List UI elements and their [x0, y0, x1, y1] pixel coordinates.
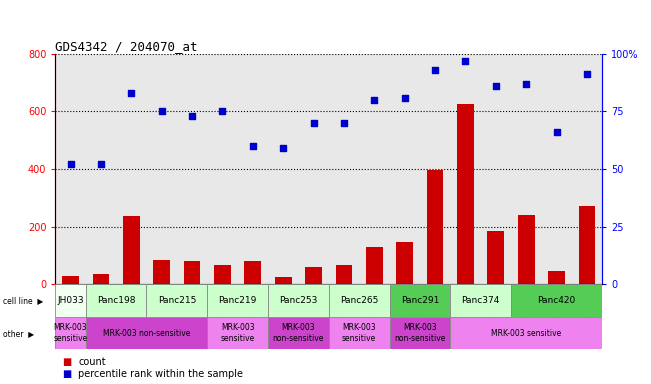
- Point: [521, 81, 531, 87]
- Bar: [548, 271, 565, 284]
- Bar: [55, 317, 86, 349]
- Bar: [457, 104, 474, 284]
- Bar: [450, 317, 602, 349]
- Bar: [146, 284, 207, 317]
- Bar: [184, 261, 201, 284]
- Bar: [329, 317, 389, 349]
- Point: [309, 120, 319, 126]
- Point: [400, 94, 410, 101]
- Point: [430, 67, 440, 73]
- Bar: [55, 284, 86, 317]
- Text: count: count: [78, 356, 105, 367]
- Bar: [214, 265, 230, 284]
- Text: MRK-003 non-sensitive: MRK-003 non-sensitive: [103, 329, 190, 338]
- Bar: [275, 277, 292, 284]
- Bar: [86, 317, 207, 349]
- Text: Panc265: Panc265: [340, 296, 378, 305]
- Bar: [268, 284, 329, 317]
- Text: ■: ■: [62, 356, 71, 367]
- Text: GDS4342 / 204070_at: GDS4342 / 204070_at: [55, 40, 198, 53]
- Bar: [268, 317, 329, 349]
- Point: [187, 113, 197, 119]
- Bar: [396, 242, 413, 284]
- Point: [491, 83, 501, 89]
- Text: MRK-003
sensitive: MRK-003 sensitive: [221, 323, 255, 343]
- Bar: [366, 247, 383, 284]
- Point: [96, 161, 106, 167]
- Text: Panc291: Panc291: [401, 296, 439, 305]
- Bar: [450, 284, 511, 317]
- Bar: [86, 284, 146, 317]
- Text: MRK-003
sensitive: MRK-003 sensitive: [342, 323, 376, 343]
- Point: [339, 120, 349, 126]
- Text: MRK-003
non-sensitive: MRK-003 non-sensitive: [273, 323, 324, 343]
- Bar: [336, 265, 352, 284]
- Text: JH033: JH033: [57, 296, 84, 305]
- Text: ■: ■: [62, 369, 71, 379]
- Text: MRK-003
non-sensitive: MRK-003 non-sensitive: [395, 323, 445, 343]
- Point: [65, 161, 76, 167]
- Bar: [207, 317, 268, 349]
- Bar: [62, 276, 79, 284]
- Bar: [154, 260, 170, 284]
- Bar: [389, 317, 450, 349]
- Point: [551, 129, 562, 135]
- Bar: [518, 215, 534, 284]
- Bar: [92, 274, 109, 284]
- Bar: [244, 261, 261, 284]
- Bar: [389, 284, 450, 317]
- Bar: [207, 284, 268, 317]
- Text: Panc219: Panc219: [219, 296, 256, 305]
- Point: [126, 90, 137, 96]
- Text: Panc215: Panc215: [158, 296, 196, 305]
- Point: [369, 97, 380, 103]
- Text: MRK-003 sensitive: MRK-003 sensitive: [491, 329, 561, 338]
- Bar: [305, 267, 322, 284]
- Point: [278, 145, 288, 151]
- Point: [460, 58, 471, 64]
- Bar: [427, 170, 443, 284]
- Bar: [579, 207, 596, 284]
- Point: [582, 71, 592, 78]
- Point: [217, 108, 228, 114]
- Bar: [511, 284, 602, 317]
- Text: percentile rank within the sample: percentile rank within the sample: [78, 369, 243, 379]
- Text: other  ▶: other ▶: [3, 329, 35, 338]
- Text: Panc420: Panc420: [538, 296, 575, 305]
- Text: cell line  ▶: cell line ▶: [3, 296, 44, 305]
- Text: Panc198: Panc198: [97, 296, 135, 305]
- Text: MRK-003
sensitive: MRK-003 sensitive: [53, 323, 88, 343]
- Bar: [488, 231, 504, 284]
- Bar: [123, 217, 140, 284]
- Point: [156, 108, 167, 114]
- Point: [247, 143, 258, 149]
- Bar: [329, 284, 389, 317]
- Text: Panc253: Panc253: [279, 296, 318, 305]
- Text: Panc374: Panc374: [462, 296, 500, 305]
